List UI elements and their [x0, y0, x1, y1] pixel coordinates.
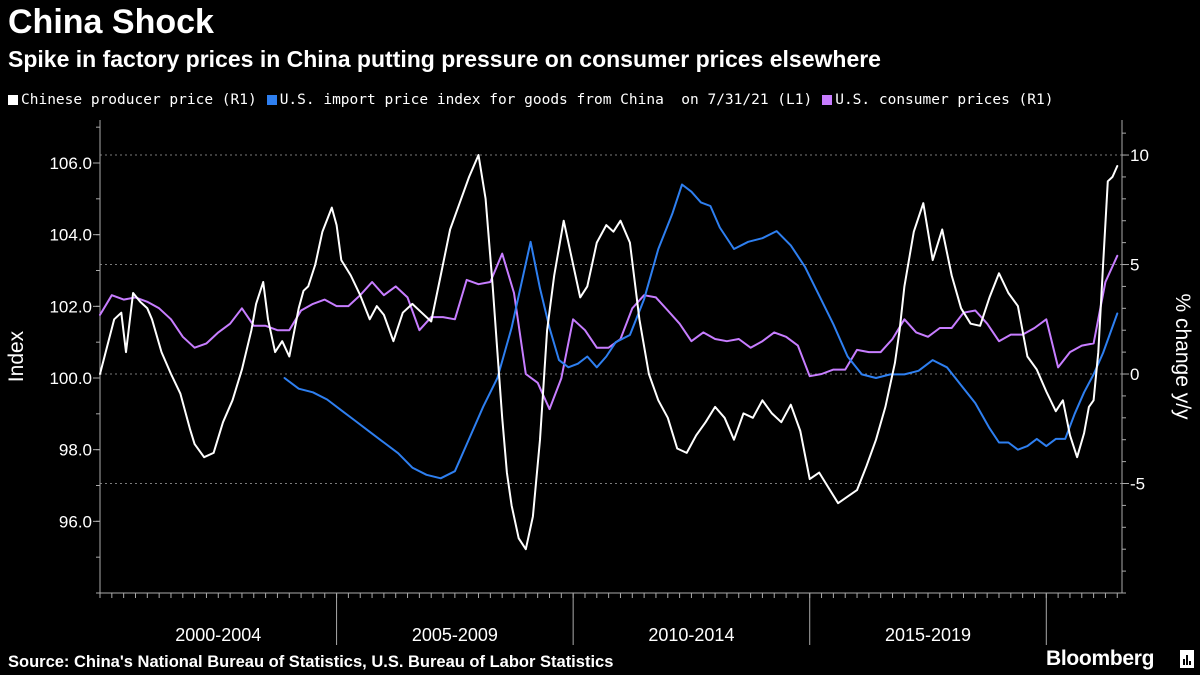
series-line-consumer-prices	[99, 252, 1119, 411]
legend-label-consumer-prices: U.S. consumer prices (R1)	[835, 92, 1054, 108]
legend-item-import-price: U.S. import price index for goods from C…	[266, 90, 813, 110]
legend-item-consumer-prices: U.S. consumer prices (R1)	[822, 90, 1053, 110]
x-period-label: 2000-2004	[175, 625, 261, 645]
source-note: Source: China's National Bureau of Stati…	[8, 653, 614, 671]
right-tick-label: 5	[1130, 256, 1139, 275]
left-tick-label: 96.0	[59, 512, 92, 531]
legend-label-producer-price: Chinese producer price (R1)	[21, 92, 257, 108]
x-period-label: 2010-2014	[648, 625, 734, 645]
legend-item-producer-price: Chinese producer price (R1)	[8, 90, 257, 110]
bloomberg-chart-icon	[1180, 650, 1194, 668]
left-tick-label: 102.0	[49, 297, 92, 316]
series-line-import-price	[283, 183, 1119, 480]
right-axis-title: % change y/y	[1171, 293, 1194, 420]
left-tick-label: 104.0	[49, 226, 92, 245]
left-tick-label: 98.0	[59, 441, 92, 460]
legend-swatch-consumer-prices	[822, 95, 833, 105]
right-tick-label: 0	[1130, 365, 1139, 384]
left-tick-label: 100.0	[49, 369, 92, 388]
left-axis-title: Index	[5, 330, 28, 382]
right-tick-label: 10	[1130, 146, 1149, 165]
x-period-label: 2015-2019	[885, 625, 971, 645]
chart-subtitle: Spike in factory prices in China putting…	[8, 46, 881, 72]
brand-wordmark: Bloomberg	[1046, 647, 1155, 670]
right-tick-label: -5	[1130, 475, 1145, 494]
legend-swatch-producer-price	[8, 95, 18, 105]
left-tick-label: 106.0	[49, 154, 92, 173]
x-period-label: 2005-2009	[412, 625, 498, 645]
legend-swatch-import-price	[266, 95, 277, 105]
legend: Chinese producer price (R1) U.S. import p…	[8, 90, 1063, 110]
legend-label-import-price: U.S. import price index for goods from C…	[279, 92, 813, 108]
chart-title: China Shock	[8, 3, 214, 41]
series-line-producer-price	[99, 154, 1119, 551]
